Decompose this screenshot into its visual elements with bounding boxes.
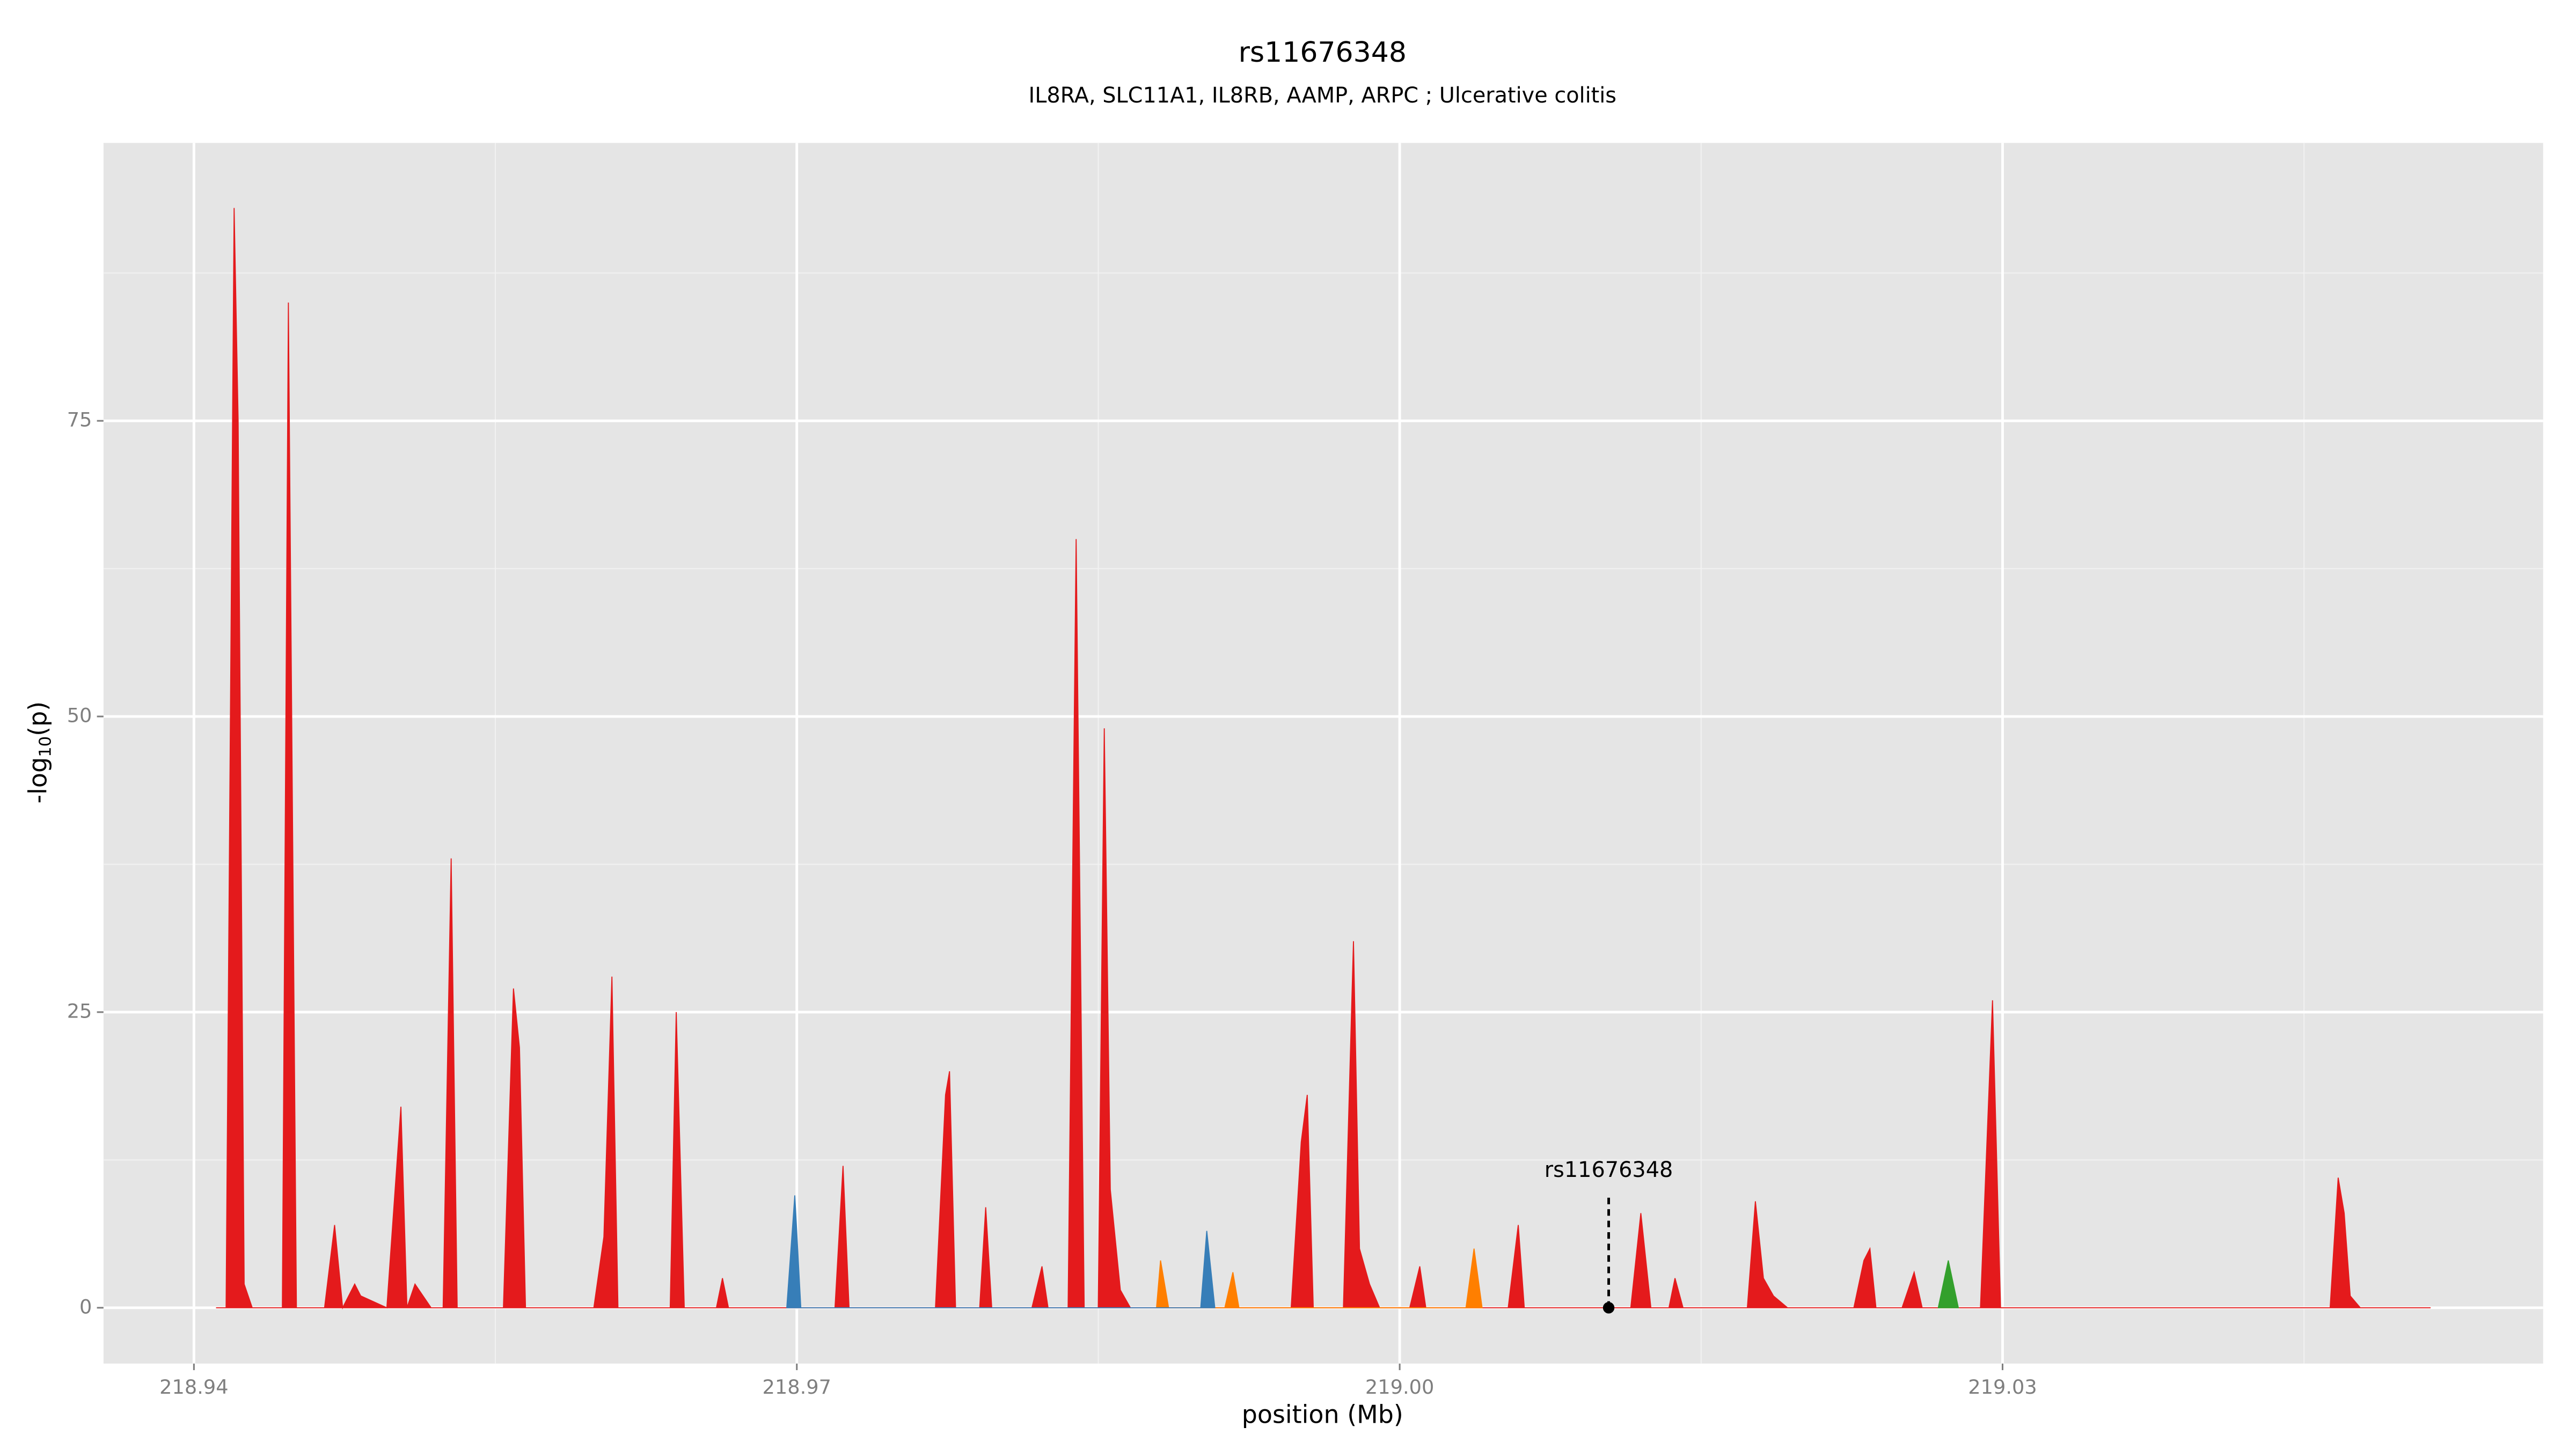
y-axis-label: -log10(p) [23, 701, 55, 803]
x-tick-label: 219.03 [1968, 1375, 2037, 1399]
marks [216, 208, 2431, 1310]
annotation-point [1602, 1302, 1615, 1314]
y-tick-label: 50 [67, 704, 92, 727]
x-tick-label: 218.97 [762, 1375, 831, 1399]
chart-subtitle: IL8RA, SLC11A1, IL8RB, AAMP, ARPC ; Ulce… [1029, 83, 1617, 108]
area [1156, 1248, 1483, 1308]
x-tick-label: 219.00 [1365, 1375, 1434, 1399]
annotation-label: rs11676348 [1545, 1158, 1673, 1182]
area [1937, 1260, 1959, 1308]
y-label-part: (p) [23, 701, 52, 736]
x-tick-label: 218.94 [159, 1375, 228, 1399]
area [786, 1195, 1216, 1308]
y-tick-label: 75 [67, 408, 92, 431]
y-tick-label: 25 [67, 999, 92, 1022]
y-tick-label: 0 [79, 1295, 92, 1318]
y-label-part: -log [23, 757, 52, 804]
x-axis-label: position (Mb) [1242, 1400, 1403, 1429]
plot-background [103, 143, 2543, 1364]
y-label-subscript: 10 [36, 736, 55, 757]
area [216, 208, 2431, 1310]
chart-title: rs11676348 [1239, 36, 1407, 69]
